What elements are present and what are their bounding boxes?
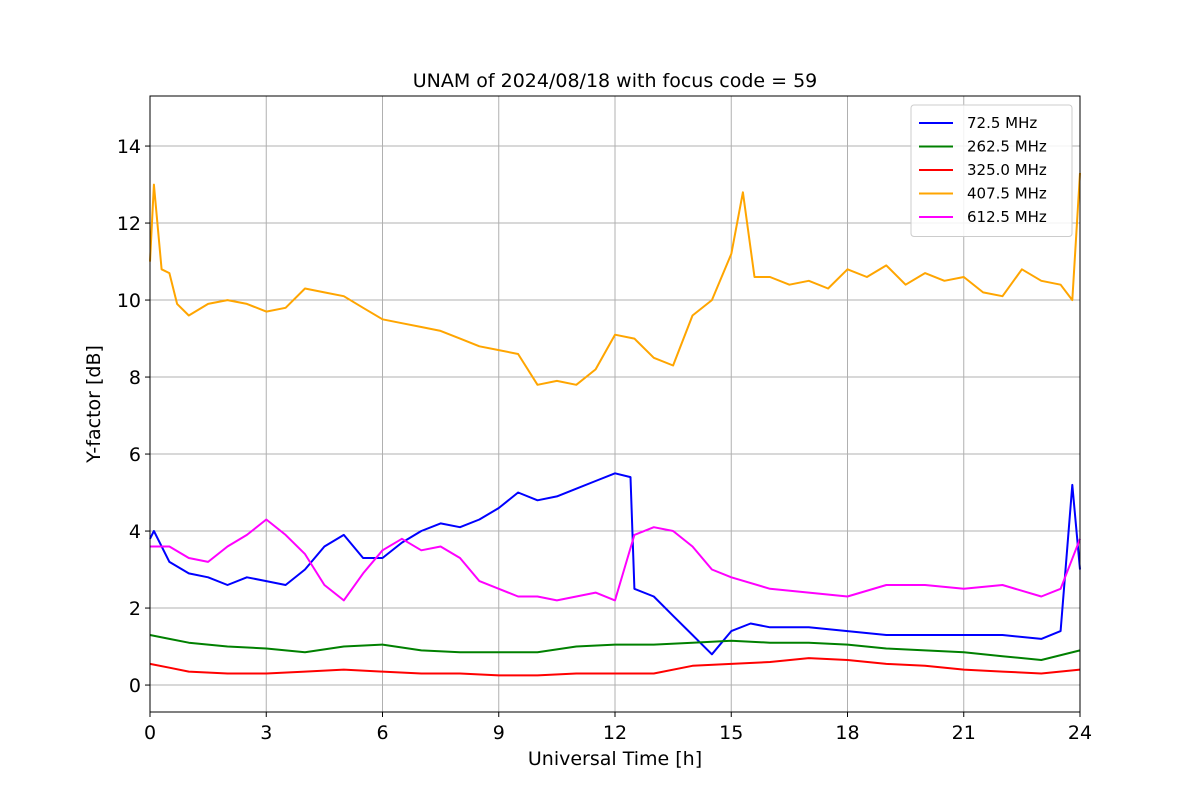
- x-tick-label: 24: [1068, 722, 1092, 744]
- y-axis: 0 2 4 6 8 10 12 14: [117, 136, 150, 697]
- legend-label: 612.5 MHz: [967, 208, 1047, 226]
- x-tick-label: 9: [493, 722, 505, 744]
- y-tick-label: 12: [117, 213, 141, 235]
- y-tick-label: 4: [129, 521, 141, 543]
- y-axis-label: Y-factor [dB]: [83, 345, 105, 464]
- y-tick-label: 2: [129, 598, 141, 620]
- legend-label: 262.5 MHz: [967, 138, 1047, 156]
- x-tick-label: 15: [719, 722, 743, 744]
- x-tick-label: 12: [603, 722, 627, 744]
- chart-title: UNAM of 2024/08/18 with focus code = 59: [413, 70, 818, 92]
- legend-label: 325.0 MHz: [967, 161, 1047, 179]
- series-line-5: [150, 518, 1081, 602]
- legend-label: 72.5 MHz: [967, 114, 1037, 132]
- y-tick-label: 10: [117, 290, 141, 312]
- legend-label: 407.5 MHz: [967, 185, 1047, 203]
- y-tick-label: 8: [129, 367, 141, 389]
- series-layer: [149, 172, 1081, 677]
- x-tick-label: 3: [260, 722, 272, 744]
- y-tick-label: 14: [117, 136, 141, 158]
- series-line-4: [149, 172, 1081, 386]
- y-tick-label: 6: [129, 444, 141, 466]
- x-tick-label: 18: [835, 722, 859, 744]
- y-tick-label: 0: [129, 675, 141, 697]
- x-tick-label: 0: [144, 722, 156, 744]
- series-line-1: [149, 472, 1081, 656]
- x-axis: 0 3 6 9 12 15 18 21 24: [144, 712, 1092, 744]
- x-axis-label: Universal Time [h]: [528, 748, 702, 770]
- legend: 72.5 MHz 262.5 MHz 325.0 MHz 407.5 MHz 6…: [910, 104, 1073, 237]
- series-line-3: [149, 657, 1081, 677]
- series-line-2: [149, 634, 1081, 661]
- legend-frame: [910, 104, 1073, 237]
- x-tick-label: 6: [376, 722, 388, 744]
- x-tick-label: 21: [952, 722, 976, 744]
